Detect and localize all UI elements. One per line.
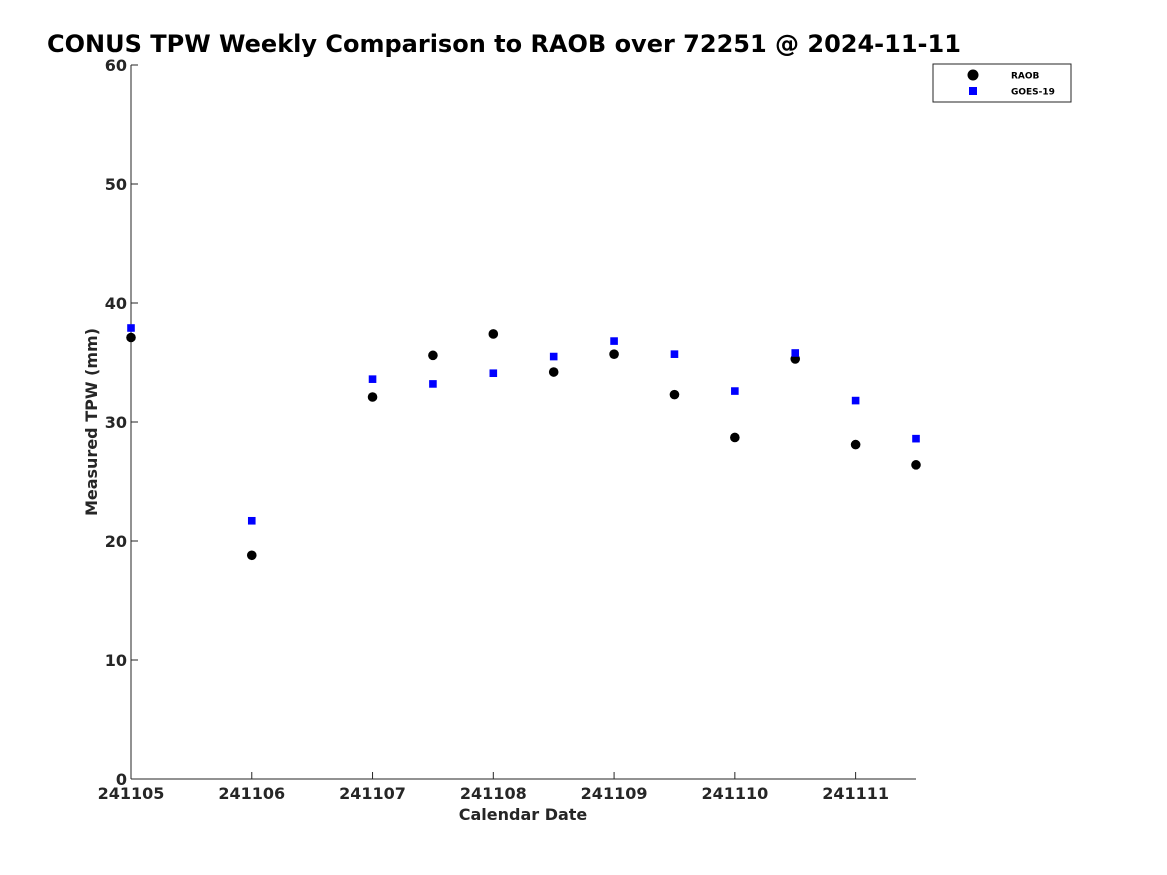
raob-point <box>367 392 378 402</box>
x-tick-label: 241107 <box>339 784 406 803</box>
data-points <box>126 324 921 561</box>
x-tick-label: 241108 <box>460 784 527 803</box>
goes-19-point <box>912 434 920 443</box>
goes-19-point <box>610 337 618 345</box>
goes-19-point <box>368 375 377 383</box>
raob-point <box>428 350 438 361</box>
legend-goes19-marker <box>969 87 977 95</box>
raob-point <box>246 550 257 561</box>
legend-goes19-label: GOES-19 <box>1011 88 1055 98</box>
x-ticks: 241105 241106 241107 241108 241109 241110 2411… <box>98 772 889 803</box>
y-tick-label: 60 <box>105 56 127 75</box>
legend: RAOB GOES-19 <box>932 63 1072 103</box>
x-tick-label: 241106 <box>218 784 285 803</box>
legend-box <box>932 63 1072 103</box>
raob-point <box>730 432 740 443</box>
raob-point <box>548 367 559 377</box>
goes-19-point <box>791 349 800 357</box>
goes-19-point <box>127 324 135 332</box>
y-axis-label: Measured TPW (mm) <box>82 328 101 516</box>
y-tick-label: 0 <box>116 770 127 789</box>
goes-19-point <box>670 350 679 358</box>
goes-19-point <box>549 352 558 361</box>
raob-point <box>609 349 619 359</box>
y-tick-label: 40 <box>105 294 127 313</box>
x-tick-label: 241105 <box>98 784 165 803</box>
raob-point <box>850 439 861 450</box>
goes-19-point <box>851 396 860 405</box>
raob-point <box>911 460 921 470</box>
legend-raob-label: RAOB <box>1011 72 1040 82</box>
plot-axes <box>130 65 916 780</box>
goes-19-point <box>247 516 256 525</box>
raob-point <box>126 332 136 343</box>
y-tick-label: 20 <box>105 532 127 551</box>
legend-raob-marker <box>967 69 979 81</box>
x-axis-label: Calendar Date <box>459 805 588 824</box>
chart-title: CONUS TPW Weekly Comparison to RAOB over… <box>47 30 961 58</box>
y-tick-label: 50 <box>105 175 127 194</box>
x-tick-label: 241110 <box>701 784 768 803</box>
y-tick-label: 10 <box>105 651 127 670</box>
x-tick-label: 241109 <box>581 784 648 803</box>
y-ticks: 0 10 20 30 40 50 60 <box>105 56 138 789</box>
x-tick-label: 241111 <box>822 784 889 803</box>
raob-point <box>669 389 680 400</box>
raob-point <box>488 329 499 339</box>
y-tick-label: 30 <box>105 413 127 432</box>
goes-19-point <box>731 387 739 395</box>
goes-19-point <box>489 369 498 378</box>
goes-19-point <box>429 380 437 388</box>
